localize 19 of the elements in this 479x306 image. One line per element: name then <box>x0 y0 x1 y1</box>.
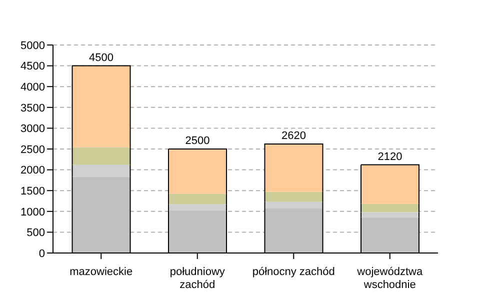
y-tick-label: 1000 <box>20 206 45 218</box>
y-tick-label: 4000 <box>20 82 45 94</box>
y-tick-label: 5000 <box>20 40 45 52</box>
total-label: 4500 <box>89 52 114 64</box>
x-tick-label: mazowieckie <box>70 266 133 278</box>
y-tick-label: 1500 <box>20 186 45 198</box>
y-tick-label: 3000 <box>20 123 45 136</box>
y-tick-label: 4500 <box>20 60 45 73</box>
y-tick-label: 3500 <box>20 102 45 114</box>
total-label: 2120 <box>378 150 402 163</box>
y-tick-label: 2500 <box>20 144 45 156</box>
x-tick-label: województwa wschodnie <box>356 266 424 291</box>
y-tick-label: 0 <box>38 248 45 260</box>
y-tick-label: 500 <box>26 227 45 240</box>
total-label: 2620 <box>282 130 306 142</box>
total-label: 2500 <box>185 135 210 147</box>
x-tick-label: południowy zachód <box>170 266 226 291</box>
y-tick-label: 2000 <box>20 164 45 177</box>
x-tick-label: północny zachód <box>252 266 335 278</box>
